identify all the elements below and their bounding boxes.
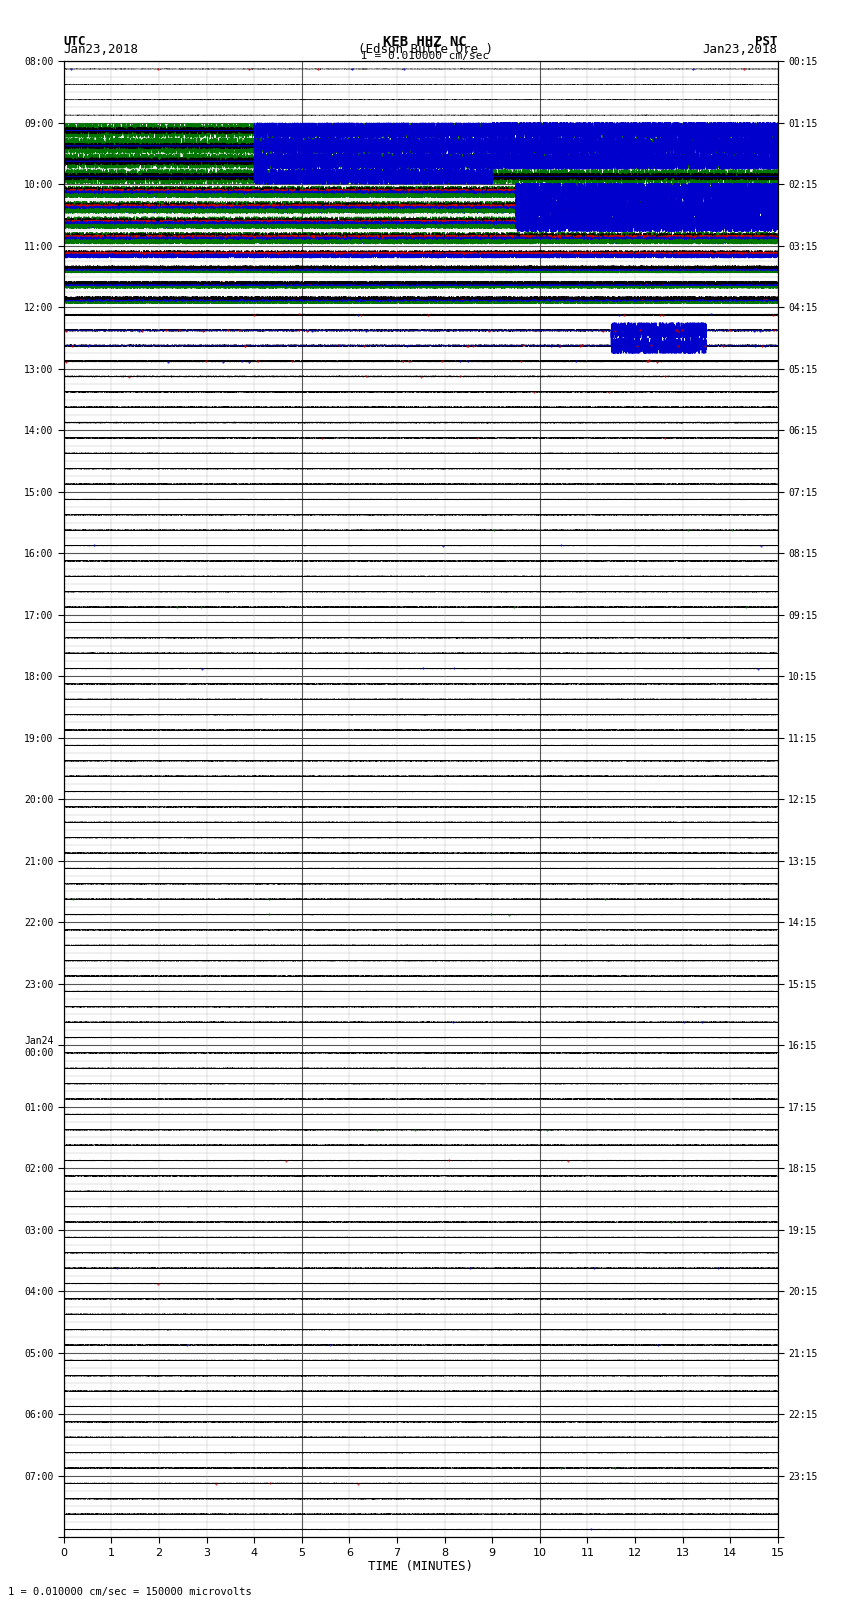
X-axis label: TIME (MINUTES): TIME (MINUTES) [368, 1560, 473, 1573]
Text: PST: PST [756, 35, 778, 48]
Text: UTC: UTC [64, 35, 86, 48]
Text: Jan23,2018: Jan23,2018 [64, 44, 139, 56]
Text: I = 0.010000 cm/sec: I = 0.010000 cm/sec [361, 50, 489, 61]
Text: (Edson Butte Ore ): (Edson Butte Ore ) [358, 44, 492, 56]
Text: 1 = 0.010000 cm/sec = 150000 microvolts: 1 = 0.010000 cm/sec = 150000 microvolts [8, 1587, 252, 1597]
Text: Jan23,2018: Jan23,2018 [703, 44, 778, 56]
Text: KEB HHZ NC: KEB HHZ NC [383, 35, 467, 48]
